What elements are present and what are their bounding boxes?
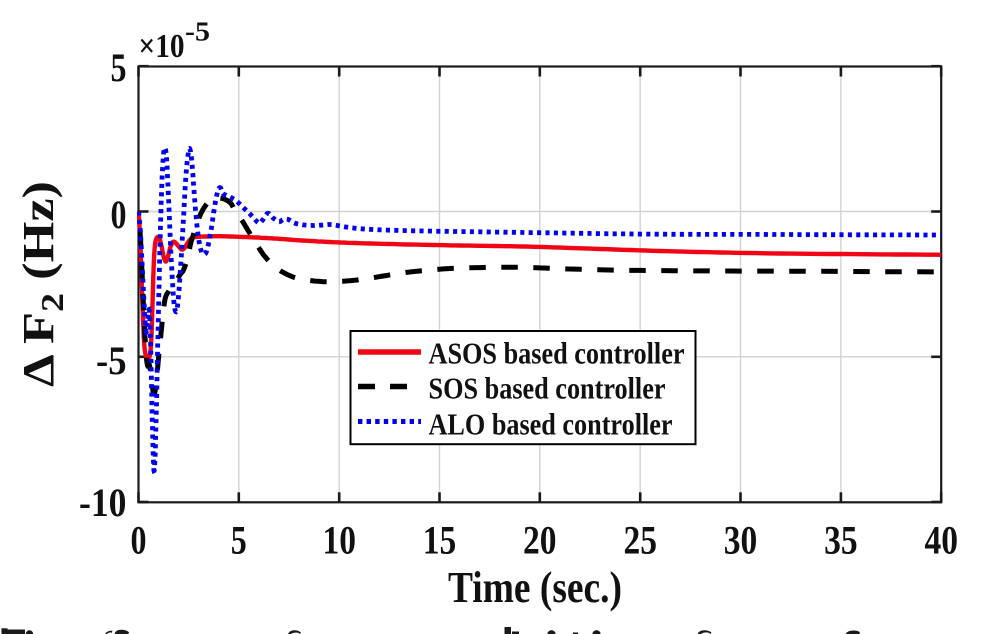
svg-text:35: 35 (824, 518, 858, 563)
svg-text:0: 0 (111, 192, 127, 237)
svg-text:25: 25 (623, 518, 657, 563)
svg-text:20: 20 (523, 518, 557, 563)
svg-text:×10: ×10 (139, 28, 185, 65)
svg-text:-10: -10 (79, 480, 127, 525)
svg-text:ASOS based controller: ASOS based controller (429, 336, 685, 371)
svg-text:-5: -5 (185, 17, 210, 47)
svg-text:5: 5 (111, 45, 127, 90)
svg-text:30: 30 (724, 518, 758, 563)
svg-text:-5: -5 (96, 338, 127, 383)
svg-text:0: 0 (131, 518, 147, 563)
svg-text:Time (sec.): Time (sec.) (448, 563, 622, 612)
svg-text:Δ F2 (Hz): Δ F2 (Hz) (14, 181, 70, 387)
svg-text:ALO based controller: ALO based controller (429, 407, 673, 442)
svg-text:15: 15 (423, 518, 457, 563)
svg-text:5: 5 (231, 518, 247, 563)
svg-text:SOS based controller: SOS based controller (429, 371, 666, 406)
svg-text:10: 10 (322, 518, 356, 563)
svg-text:40: 40 (924, 518, 958, 563)
